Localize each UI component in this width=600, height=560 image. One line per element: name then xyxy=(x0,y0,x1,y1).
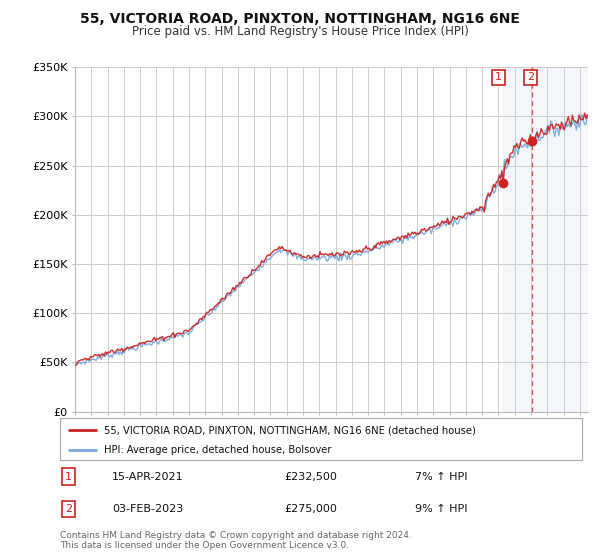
Text: 2: 2 xyxy=(65,504,73,514)
Text: 1: 1 xyxy=(65,472,72,482)
Text: £232,500: £232,500 xyxy=(284,472,337,482)
Text: 55, VICTORIA ROAD, PINXTON, NOTTINGHAM, NG16 6NE (detached house): 55, VICTORIA ROAD, PINXTON, NOTTINGHAM, … xyxy=(104,425,476,435)
Text: 03-FEB-2023: 03-FEB-2023 xyxy=(112,504,184,514)
Text: 9% ↑ HPI: 9% ↑ HPI xyxy=(415,504,467,514)
Text: HPI: Average price, detached house, Bolsover: HPI: Average price, detached house, Bols… xyxy=(104,445,332,455)
Text: 55, VICTORIA ROAD, PINXTON, NOTTINGHAM, NG16 6NE: 55, VICTORIA ROAD, PINXTON, NOTTINGHAM, … xyxy=(80,12,520,26)
Text: 1: 1 xyxy=(495,72,502,82)
Text: Contains HM Land Registry data © Crown copyright and database right 2024.
This d: Contains HM Land Registry data © Crown c… xyxy=(60,531,412,550)
Text: 15-APR-2021: 15-APR-2021 xyxy=(112,472,184,482)
Text: Price paid vs. HM Land Registry's House Price Index (HPI): Price paid vs. HM Land Registry's House … xyxy=(131,25,469,38)
Text: £275,000: £275,000 xyxy=(284,504,337,514)
Text: 7% ↑ HPI: 7% ↑ HPI xyxy=(415,472,467,482)
Bar xyxy=(503,67,588,412)
Text: 2: 2 xyxy=(527,72,535,82)
